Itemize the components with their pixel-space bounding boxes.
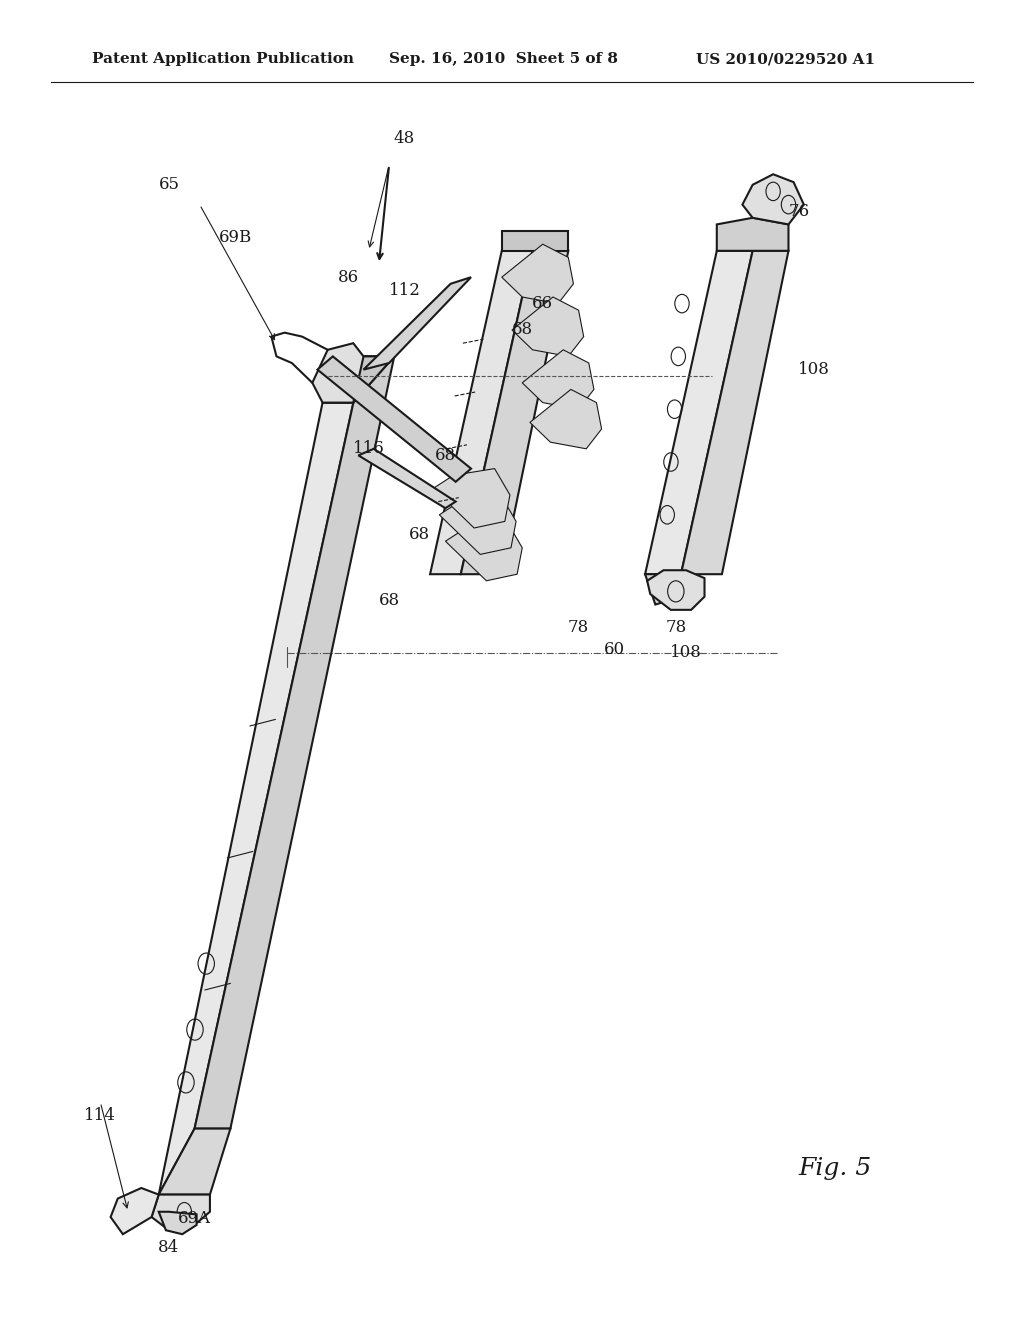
Polygon shape (159, 356, 364, 1195)
Polygon shape (159, 1212, 197, 1234)
Text: Fig. 5: Fig. 5 (799, 1156, 872, 1180)
Polygon shape (522, 350, 594, 409)
Polygon shape (717, 218, 788, 251)
Text: 78: 78 (568, 619, 589, 635)
Text: 84: 84 (159, 1239, 179, 1255)
Text: 116: 116 (352, 441, 385, 457)
Polygon shape (742, 174, 804, 224)
Polygon shape (502, 244, 573, 304)
Text: 68: 68 (410, 527, 430, 543)
Text: 68: 68 (512, 322, 532, 338)
Polygon shape (445, 521, 522, 581)
Polygon shape (312, 343, 364, 403)
Text: Sep. 16, 2010  Sheet 5 of 8: Sep. 16, 2010 Sheet 5 of 8 (389, 53, 618, 66)
Text: 65: 65 (159, 177, 179, 193)
Polygon shape (323, 356, 394, 403)
Polygon shape (111, 1188, 159, 1234)
Text: 60: 60 (604, 642, 625, 657)
Text: 76: 76 (788, 203, 809, 219)
Polygon shape (195, 356, 394, 1129)
Text: 108: 108 (670, 644, 702, 660)
Text: 86: 86 (338, 269, 358, 285)
Polygon shape (358, 449, 456, 508)
Polygon shape (461, 251, 568, 574)
Text: 48: 48 (394, 131, 415, 147)
Polygon shape (433, 469, 510, 528)
Text: 114: 114 (84, 1107, 117, 1123)
Polygon shape (647, 570, 705, 610)
Polygon shape (430, 251, 532, 574)
Text: 112: 112 (388, 282, 421, 298)
Text: 68: 68 (379, 593, 399, 609)
Polygon shape (530, 389, 601, 449)
Polygon shape (439, 495, 516, 554)
Polygon shape (152, 1195, 210, 1230)
Polygon shape (159, 1129, 230, 1195)
Polygon shape (317, 356, 471, 482)
Polygon shape (323, 356, 394, 403)
Polygon shape (502, 231, 568, 251)
Text: 68: 68 (435, 447, 456, 463)
Polygon shape (512, 297, 584, 356)
Text: 108: 108 (798, 362, 830, 378)
Text: 78: 78 (666, 619, 686, 635)
Text: 69A: 69A (178, 1210, 211, 1226)
Polygon shape (645, 574, 681, 605)
Text: Patent Application Publication: Patent Application Publication (92, 53, 354, 66)
Text: 66: 66 (532, 296, 553, 312)
Polygon shape (681, 251, 788, 574)
Polygon shape (645, 251, 753, 574)
Text: 69B: 69B (219, 230, 252, 246)
Text: US 2010/0229520 A1: US 2010/0229520 A1 (696, 53, 876, 66)
Polygon shape (364, 277, 471, 370)
